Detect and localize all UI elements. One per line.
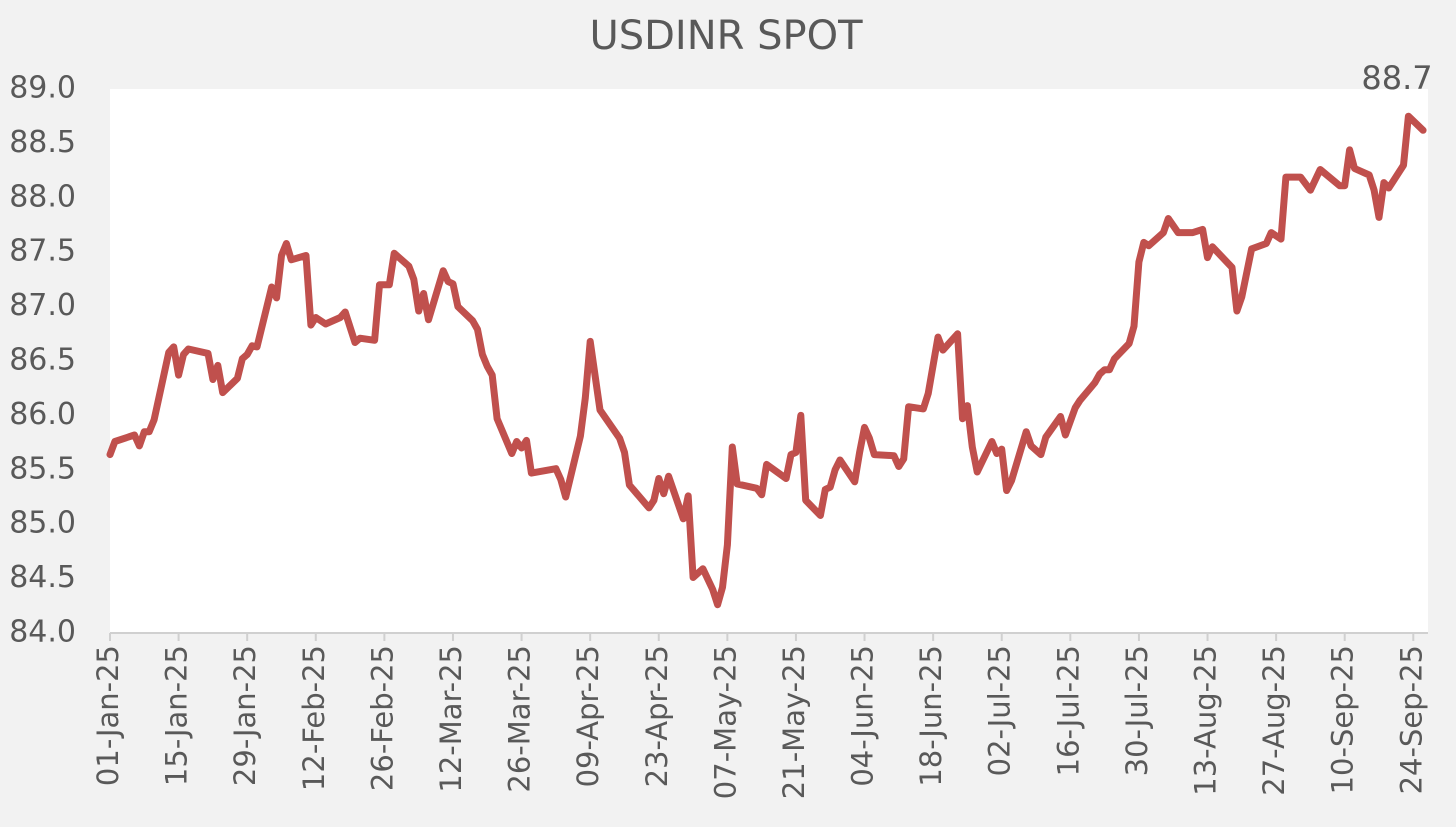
x-tick-label: 07-May-25 xyxy=(708,645,742,799)
x-tick-label: 26-Feb-25 xyxy=(365,645,399,791)
x-tick-label: 13-Aug-25 xyxy=(1189,645,1223,796)
x-tick-label: 10-Sep-25 xyxy=(1326,645,1360,794)
y-tick-label: 86.5 xyxy=(9,343,76,378)
x-tick-label: 16-Jul-25 xyxy=(1051,645,1085,776)
y-tick-label: 84.0 xyxy=(9,615,76,650)
x-tick-label: 04-Jun-25 xyxy=(846,645,880,787)
x-tick-label: 30-Jul-25 xyxy=(1120,645,1154,776)
x-tick-label: 01-Jan-25 xyxy=(91,645,125,786)
y-tick-label: 85.5 xyxy=(9,451,76,486)
x-tick-label: 23-Apr-25 xyxy=(640,645,674,787)
y-tick-label: 88.5 xyxy=(9,125,76,160)
x-tick-label: 29-Jan-25 xyxy=(228,645,262,786)
x-tick-label: 12-Mar-25 xyxy=(434,645,468,793)
annotation: 88.7 xyxy=(1361,59,1432,97)
y-tick-label: 84.5 xyxy=(9,560,76,595)
x-tick-label: 09-Apr-25 xyxy=(571,645,605,787)
x-tick-label: 26-Mar-25 xyxy=(503,645,537,793)
x-tick-label: 24-Sep-25 xyxy=(1394,645,1428,794)
y-tick-label: 86.0 xyxy=(9,397,76,432)
x-tick-label: 15-Jan-25 xyxy=(160,645,194,786)
chart-title: USDINR SPOT xyxy=(589,13,863,59)
x-tick-label: 02-Jul-25 xyxy=(983,645,1017,776)
y-tick-label: 85.0 xyxy=(9,506,76,541)
y-tick-label: 87.0 xyxy=(9,288,76,323)
line-series xyxy=(106,112,1427,609)
y-tick-label: 87.5 xyxy=(9,234,76,269)
plot-area xyxy=(110,89,1428,633)
x-tick-label: 18-Jun-25 xyxy=(914,645,948,787)
x-tick-label: 27-Aug-25 xyxy=(1257,645,1291,796)
y-tick-label: 89.0 xyxy=(9,71,76,106)
x-tick-label: 12-Feb-25 xyxy=(297,645,331,791)
x-tick-label: 21-May-25 xyxy=(777,645,811,799)
y-tick-label: 88.0 xyxy=(9,179,76,214)
